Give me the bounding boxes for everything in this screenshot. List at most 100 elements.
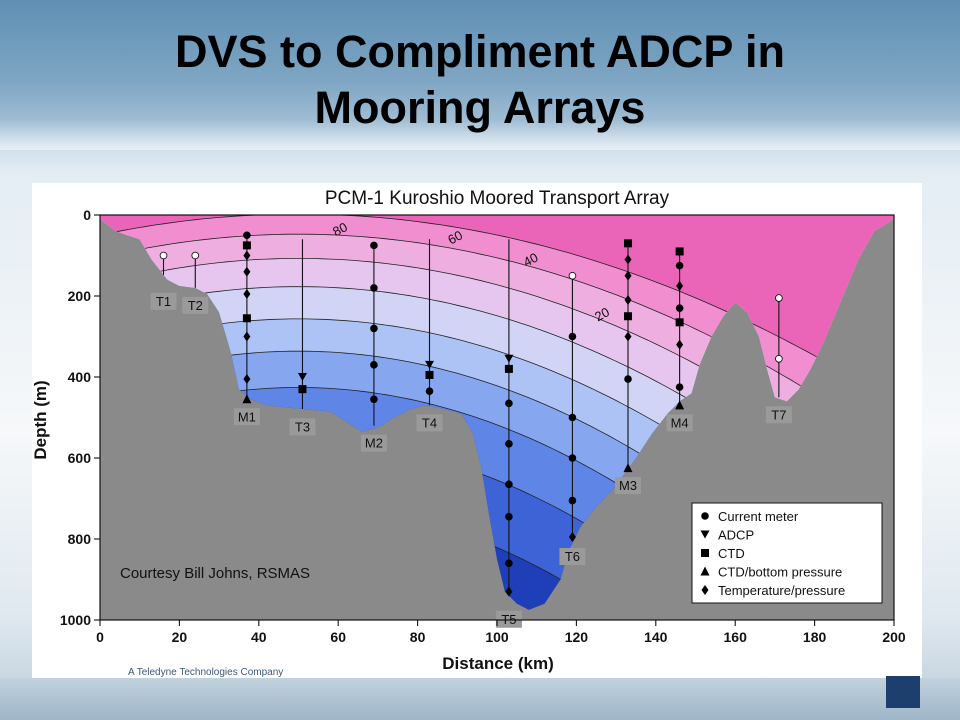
mooring-label-bg (559, 548, 586, 565)
current-meter-icon (505, 440, 513, 448)
x-tick-label: 180 (803, 629, 827, 645)
current-meter-icon (370, 241, 378, 250)
current-meter-icon (675, 304, 684, 312)
contour-label: 20 (592, 304, 612, 324)
legend-label: CTD (718, 546, 745, 561)
current-meter-icon (568, 271, 577, 280)
mooring-t4: T4 (416, 239, 443, 432)
adcp-icon (297, 373, 307, 381)
mooring-label-bg (182, 296, 209, 314)
current-meter-icon (675, 383, 684, 391)
y-tick-label: 400 (68, 369, 92, 385)
y-tick-label: 1000 (60, 612, 91, 628)
current-meter-icon (505, 512, 513, 521)
mooring-label-bg (666, 414, 693, 432)
current-meter-icon (675, 261, 684, 270)
company-tagline: A Teledyne Technologies Company (128, 667, 284, 678)
temperature-pressure-icon (624, 270, 632, 281)
x-tick-label: 40 (251, 629, 267, 645)
mooring-label: M2 (365, 436, 383, 451)
current-meter-icon (775, 294, 783, 302)
header-band-fade (0, 120, 960, 150)
current-meter-icon (568, 413, 577, 422)
mooring-label-bg (150, 292, 177, 310)
x-tick-label: 100 (485, 629, 509, 645)
current-meter-icon (370, 361, 378, 369)
temperature-pressure-icon (243, 331, 251, 342)
temperature-pressure-icon (243, 266, 251, 277)
x-axis-label: Distance (km) (442, 654, 553, 673)
current-meter-icon (505, 559, 513, 568)
velocity-band (100, 215, 894, 404)
current-meter-icon (243, 231, 251, 240)
ctd-icon (242, 241, 251, 250)
transport-array-chart: PCM-1 Kuroshio Moored Transport Array 80… (32, 188, 906, 673)
temperature-pressure-icon (624, 295, 632, 306)
ctd-bottom-pressure-icon (623, 463, 633, 473)
legend-label: CTD/bottom pressure (718, 565, 842, 580)
temperature-pressure-icon (676, 280, 684, 291)
current-meter-icon (568, 496, 577, 505)
mooring-m4: M4 (666, 247, 693, 432)
ctd-icon (242, 314, 251, 323)
current-meter-icon (191, 251, 200, 260)
x-tick-label: 20 (172, 629, 188, 645)
current-meter-icon (624, 375, 632, 383)
x-tick-label: 120 (565, 629, 589, 645)
mooring-m2: M2 (360, 241, 387, 452)
contour-label: 80 (330, 219, 350, 239)
contour-label: 60 (445, 227, 465, 247)
mooring-label: M3 (619, 478, 637, 493)
x-tick-label: 80 (410, 629, 426, 645)
mooring-label: T7 (771, 407, 786, 422)
mooring-label: T5 (501, 612, 516, 627)
mooring-label: T6 (565, 549, 580, 564)
adcp-icon (425, 360, 435, 369)
ctd-icon (624, 312, 633, 321)
temperature-pressure-icon (505, 586, 513, 597)
bottom-strip (0, 678, 960, 720)
mooring-t5: T5 (495, 239, 522, 628)
mooring-t6: T6 (559, 271, 586, 565)
mooring-m1: M1 (233, 231, 260, 426)
ctd-icon (675, 247, 684, 256)
y-tick-label: 200 (68, 288, 92, 304)
y-tick-label: 0 (83, 207, 91, 223)
x-tick-label: 140 (644, 629, 668, 645)
current-meter-icon (159, 251, 168, 260)
legend-box (691, 502, 883, 604)
mooring-t7: T7 (765, 294, 792, 424)
current-meter-icon (370, 284, 378, 292)
current-meter-icon (568, 454, 577, 462)
ctd-icon (624, 239, 633, 248)
mooring-label: T1 (156, 294, 171, 309)
temperature-pressure-icon (624, 331, 632, 342)
mooring-label-bg (289, 418, 316, 436)
mooring-label-bg (360, 434, 387, 452)
adcp-icon (504, 354, 514, 363)
x-tick-label: 200 (882, 629, 906, 645)
ctd-icon (701, 549, 709, 557)
y-axis-label: Depth (m) (32, 380, 50, 459)
ctd-icon (425, 370, 434, 379)
legend-label: Temperature/pressure (718, 583, 845, 598)
current-meter-icon (505, 480, 513, 489)
slide-title: DVS to Compliment ADCP in Mooring Arrays (0, 24, 960, 136)
legend-label: ADCP (718, 528, 754, 543)
current-meter-icon (701, 512, 709, 520)
ctd-bottom-pressure-icon (700, 566, 710, 576)
x-tick-label: 0 (96, 629, 104, 645)
ctd-bottom-pressure-icon (242, 394, 252, 404)
current-meter-icon (370, 395, 378, 404)
legend-label: Current meter (718, 509, 799, 524)
x-tick-label: 60 (330, 629, 346, 645)
current-meter-icon (505, 399, 513, 408)
current-meter-icon (425, 387, 434, 395)
ctd-icon (504, 364, 513, 373)
contour-label: 40 (521, 250, 541, 270)
ctd-bottom-pressure-icon (675, 400, 685, 410)
mooring-t2: T2 (182, 251, 209, 314)
slide-title-line-1: DVS to Compliment ADCP in (174, 26, 786, 77)
temperature-pressure-icon (568, 531, 576, 542)
mooring-label-bg (416, 414, 443, 432)
